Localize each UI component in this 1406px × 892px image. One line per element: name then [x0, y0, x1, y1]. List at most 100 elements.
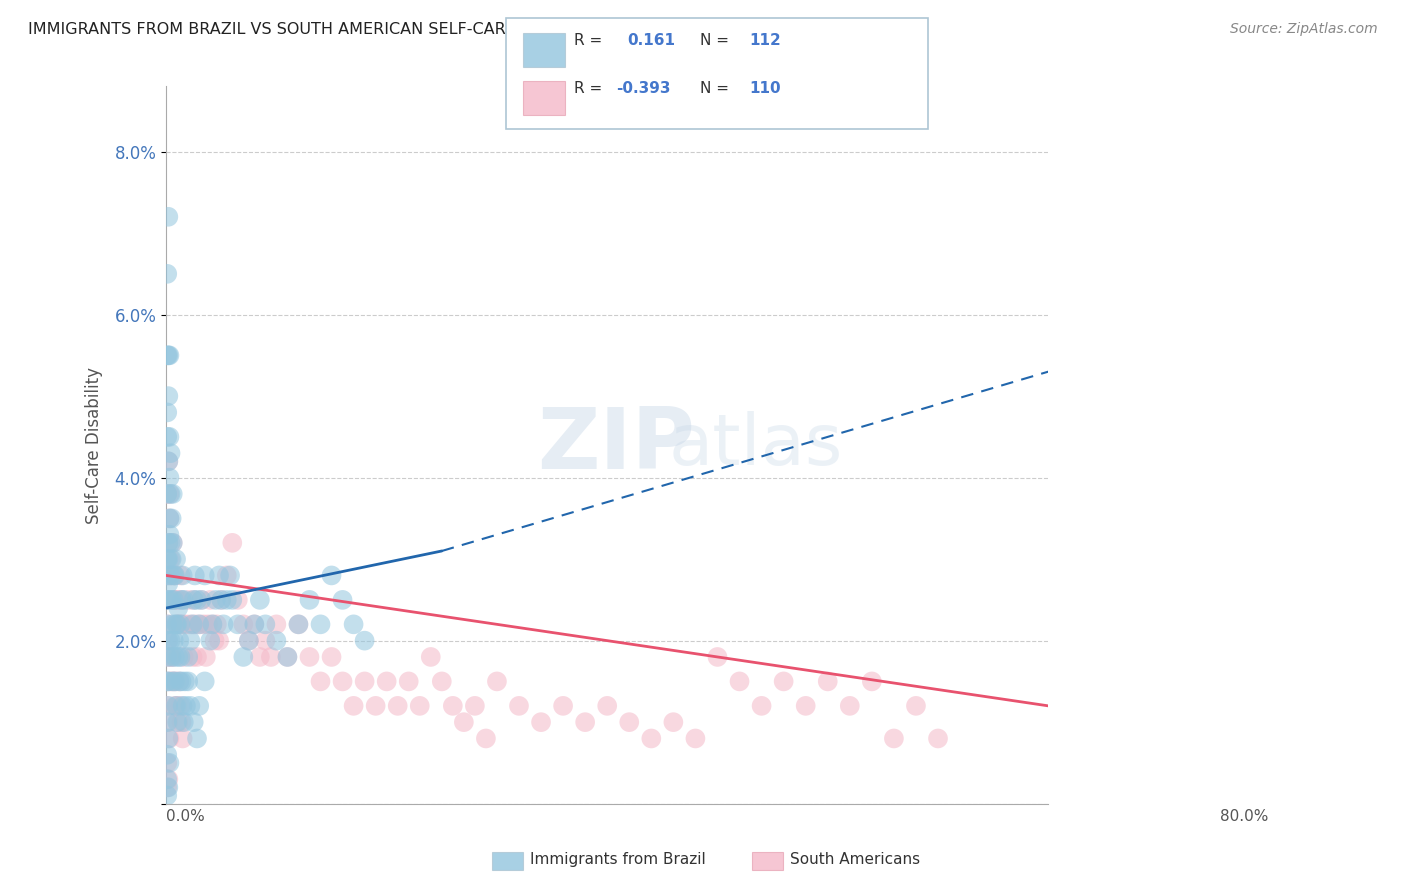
Point: [165, 617, 187, 632]
Text: 80.0%: 80.0%: [1220, 809, 1268, 823]
Point: [169, 617, 191, 632]
Point: [215, 568, 238, 582]
Point: [166, 698, 188, 713]
Point: [183, 593, 205, 607]
Point: [159, 731, 181, 746]
Point: [221, 536, 243, 550]
Point: [167, 593, 190, 607]
Point: [205, 617, 228, 632]
Point: [375, 674, 398, 689]
Point: [157, 536, 180, 550]
Point: [159, 446, 181, 460]
Point: [159, 487, 181, 501]
Point: [186, 731, 208, 746]
Point: [194, 649, 217, 664]
Point: [169, 633, 191, 648]
Point: [232, 617, 254, 632]
Point: [190, 593, 212, 607]
Point: [162, 536, 184, 550]
Point: [208, 568, 231, 582]
Point: [204, 633, 226, 648]
Point: [156, 593, 179, 607]
Point: [156, 698, 179, 713]
Point: [181, 649, 204, 664]
Point: [156, 756, 179, 770]
Point: [208, 633, 231, 648]
Point: [157, 715, 180, 730]
Point: [201, 617, 224, 632]
Point: [904, 698, 927, 713]
Point: [169, 617, 191, 632]
Point: [181, 617, 204, 632]
Point: [640, 731, 662, 746]
Point: [156, 747, 179, 762]
Point: [159, 511, 181, 525]
Point: [298, 649, 321, 664]
Point: [169, 698, 191, 713]
Point: [157, 731, 180, 746]
Point: [160, 552, 183, 566]
Text: R =: R =: [574, 81, 602, 96]
Point: [159, 470, 181, 484]
Point: [309, 617, 332, 632]
Point: [156, 633, 179, 648]
Text: 0.161: 0.161: [627, 33, 675, 48]
Point: [662, 715, 685, 730]
Point: [209, 593, 232, 607]
Point: [751, 698, 773, 713]
Point: [188, 698, 211, 713]
Point: [298, 593, 321, 607]
Point: [170, 593, 193, 607]
Point: [332, 593, 354, 607]
Point: [157, 649, 180, 664]
Point: [860, 674, 883, 689]
Point: [226, 617, 249, 632]
Point: [183, 715, 205, 730]
Point: [166, 617, 188, 632]
Point: [162, 674, 184, 689]
Point: [156, 789, 179, 803]
Point: [201, 617, 224, 632]
Text: atlas: atlas: [669, 410, 844, 480]
Point: [219, 568, 242, 582]
Point: [159, 487, 181, 501]
Point: [221, 593, 243, 607]
Point: [156, 674, 179, 689]
Point: [508, 698, 530, 713]
Text: Source: ZipAtlas.com: Source: ZipAtlas.com: [1230, 22, 1378, 37]
Point: [184, 568, 207, 582]
Point: [179, 633, 201, 648]
Text: 112: 112: [749, 33, 782, 48]
Point: [170, 593, 193, 607]
Point: [197, 617, 219, 632]
Point: [475, 731, 498, 746]
Point: [162, 649, 184, 664]
Point: [165, 552, 187, 566]
Point: [817, 674, 839, 689]
Text: IMMIGRANTS FROM BRAZIL VS SOUTH AMERICAN SELF-CARE DISABILITY CORRELATION CHART: IMMIGRANTS FROM BRAZIL VS SOUTH AMERICAN…: [28, 22, 787, 37]
Point: [163, 568, 186, 582]
Point: [159, 593, 181, 607]
Point: [441, 698, 464, 713]
Point: [157, 674, 180, 689]
Point: [156, 267, 179, 281]
Point: [464, 698, 486, 713]
Point: [167, 601, 190, 615]
Point: [174, 617, 197, 632]
Point: [165, 593, 187, 607]
Point: [321, 568, 343, 582]
Point: [212, 617, 235, 632]
Point: [160, 568, 183, 582]
Point: [159, 511, 181, 525]
Point: [321, 649, 343, 664]
Point: [159, 536, 181, 550]
Text: Immigrants from Brazil: Immigrants from Brazil: [530, 852, 706, 867]
Point: [172, 698, 194, 713]
Point: [159, 633, 181, 648]
Text: N =: N =: [700, 33, 730, 48]
Point: [276, 649, 298, 664]
Point: [419, 649, 441, 664]
Point: [157, 576, 180, 591]
Point: [163, 593, 186, 607]
Point: [619, 715, 641, 730]
